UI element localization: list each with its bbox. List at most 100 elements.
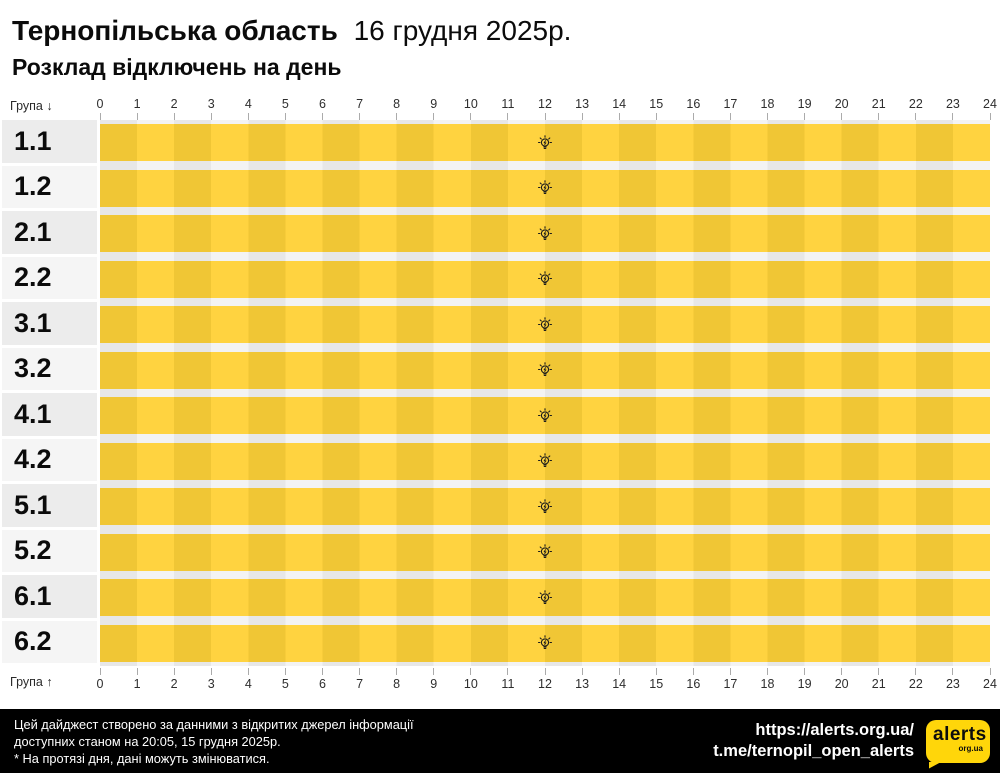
tick-mark xyxy=(989,668,991,675)
hour-tick-label: 16 xyxy=(686,97,701,111)
tick-mark xyxy=(359,668,361,675)
group-axis-label-top: Група ↓ xyxy=(10,99,53,113)
tick-mark xyxy=(99,113,101,120)
tick-mark xyxy=(544,668,546,675)
lightbulb-icon xyxy=(537,225,553,240)
tick-mark xyxy=(210,668,212,675)
power-on-marker xyxy=(537,134,554,151)
hour-axis-bottom: Група ↑ 0 1 2 3 4 5 6 7 8 9 10 11 12 13 14 15 16 17 18 19 20… xyxy=(0,666,1000,694)
schedule-row: 5.2 xyxy=(0,529,1000,575)
tick-mark xyxy=(804,668,806,675)
region-title: Тернопільська область xyxy=(12,15,338,46)
schedule-row: 6.2 xyxy=(0,620,1000,666)
disclaimer-line: * На протязі дня, дані можуть змінюватис… xyxy=(14,750,270,766)
hour-tick-label: 22 xyxy=(908,677,923,691)
tick-mark xyxy=(767,668,768,675)
lightbulb-icon xyxy=(537,589,553,604)
hour-tick-label: 5 xyxy=(281,677,289,691)
power-on-marker xyxy=(537,544,554,561)
lightbulb-icon xyxy=(537,180,553,194)
tick-mark xyxy=(618,113,620,120)
page-title: Тернопільська область 16 грудня 2025р. xyxy=(12,14,1000,48)
footer: Цей дайджест створено за данними з відкр… xyxy=(0,709,1000,773)
power-on-marker xyxy=(537,362,554,379)
group-label: 5.1 xyxy=(2,484,97,530)
power-track xyxy=(100,120,990,166)
group-label: 2.1 xyxy=(2,211,97,257)
group-label: 1.1 xyxy=(2,120,97,166)
power-track xyxy=(100,529,990,575)
hour-tick-label: 1 xyxy=(133,97,141,111)
hour-tick-label: 23 xyxy=(945,97,960,111)
hour-tick-label: 14 xyxy=(612,677,627,691)
tick-mark xyxy=(322,113,323,120)
power-track xyxy=(100,256,990,302)
power-on-marker xyxy=(537,453,554,470)
power-on-marker xyxy=(537,316,554,333)
tick-mark xyxy=(396,668,398,675)
schedule-rows: 1.1 1.2 2.1 xyxy=(0,120,1000,666)
power-on-marker xyxy=(537,271,554,288)
schedule-row: 6.1 xyxy=(0,575,1000,621)
hour-tick-label: 9 xyxy=(430,677,438,691)
hour-tick-label: 20 xyxy=(834,97,849,111)
lightbulb-icon xyxy=(537,498,553,513)
tick-mark xyxy=(581,113,583,120)
tick-mark xyxy=(915,668,917,675)
power-track xyxy=(100,484,990,530)
tick-mark xyxy=(581,668,583,675)
group-label: 6.2 xyxy=(2,620,97,666)
hour-tick-label: 20 xyxy=(834,677,849,691)
tick-mark xyxy=(247,668,249,675)
lightbulb-icon xyxy=(537,316,553,331)
tick-mark xyxy=(507,113,509,120)
tick-mark xyxy=(878,113,880,120)
hour-tick-label: 11 xyxy=(501,97,515,111)
schedule-row: 4.2 xyxy=(0,438,1000,484)
group-label: 3.2 xyxy=(2,347,97,393)
tick-mark xyxy=(729,113,731,120)
lightbulb-icon xyxy=(537,271,553,285)
hour-tick-label: 15 xyxy=(649,97,664,111)
hour-tick-label: 23 xyxy=(945,677,960,691)
tick-mark xyxy=(804,113,806,120)
power-on-marker xyxy=(537,407,554,424)
group-axis-label-bottom: Група ↑ xyxy=(10,675,53,689)
hour-tick-label: 8 xyxy=(393,97,401,111)
tick-mark xyxy=(692,113,694,120)
tick-mark xyxy=(841,113,843,120)
tick-mark xyxy=(655,113,657,120)
tick-mark xyxy=(878,668,880,675)
hour-tick-label: 19 xyxy=(797,97,812,111)
lightbulb-icon xyxy=(537,544,553,558)
hour-axis-top: Група ↓ 0 1 2 3 4 5 6 7 8 9 10 11 12 13 14 15 16 17 18 19 20… xyxy=(0,96,1000,120)
hour-tick-label: 12 xyxy=(538,677,552,691)
hour-tick-label: 21 xyxy=(871,97,886,111)
hour-tick-label: 21 xyxy=(871,677,886,691)
group-label: 3.1 xyxy=(2,302,97,348)
tick-mark xyxy=(618,668,620,675)
hour-tick-label: 0 xyxy=(96,97,104,111)
logo-text: alerts xyxy=(933,723,987,745)
tick-mark xyxy=(989,113,991,120)
telegram-url: t.me/ternopil_open_alerts xyxy=(713,742,914,760)
hour-tick-label: 13 xyxy=(575,677,590,691)
schedule-row: 1.1 xyxy=(0,120,1000,166)
schedule-row: 2.2 xyxy=(0,256,1000,302)
schedule-row: 5.1 xyxy=(0,484,1000,530)
tick-mark xyxy=(173,668,175,675)
lightbulb-icon xyxy=(537,453,553,467)
lightbulb-icon xyxy=(537,407,553,422)
schedule-row: 4.1 xyxy=(0,393,1000,439)
power-on-bar xyxy=(100,260,990,298)
tick-mark xyxy=(322,668,323,675)
power-on-bar xyxy=(100,215,990,252)
power-on-marker xyxy=(537,635,554,652)
tick-mark xyxy=(433,668,435,675)
group-label: 4.2 xyxy=(2,438,97,484)
tick-mark xyxy=(433,113,435,120)
tick-mark xyxy=(915,113,917,120)
schedule-date: 16 грудня 2025р. xyxy=(353,15,572,46)
tick-mark xyxy=(173,113,175,120)
